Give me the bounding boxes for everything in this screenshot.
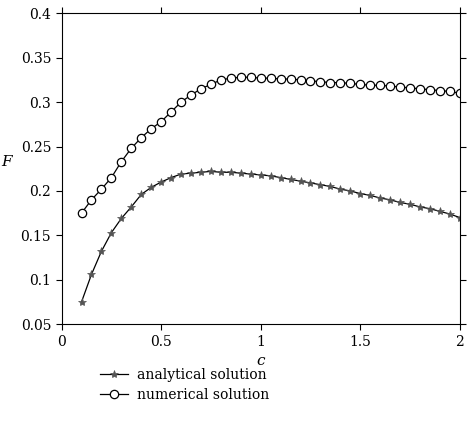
analytical solution: [128, 204, 134, 210]
numerical solution: [178, 99, 184, 105]
numerical solution: [118, 159, 124, 164]
numerical solution: [437, 88, 443, 93]
numerical solution: [168, 109, 174, 115]
numerical solution: [268, 75, 273, 81]
analytical solution: [367, 193, 373, 198]
numerical solution: [158, 119, 164, 124]
analytical solution: [288, 177, 293, 182]
numerical solution: [308, 78, 313, 83]
analytical solution: [328, 184, 333, 189]
numerical solution: [288, 76, 293, 82]
numerical solution: [128, 146, 134, 151]
analytical solution: [238, 170, 244, 176]
numerical solution: [298, 77, 303, 83]
numerical solution: [318, 79, 323, 84]
analytical solution: [178, 171, 184, 177]
numerical solution: [367, 83, 373, 88]
numerical solution: [258, 75, 264, 81]
analytical solution: [188, 170, 194, 176]
analytical solution: [278, 175, 283, 180]
numerical solution: [238, 75, 244, 80]
analytical solution: [228, 170, 234, 175]
analytical solution: [417, 204, 423, 210]
numerical solution: [248, 75, 254, 80]
analytical solution: [357, 191, 363, 196]
numerical solution: [457, 91, 463, 96]
numerical solution: [198, 86, 204, 91]
numerical solution: [397, 84, 403, 90]
analytical solution: [268, 173, 273, 178]
numerical solution: [228, 75, 234, 81]
analytical solution: [218, 170, 224, 175]
numerical solution: [89, 197, 94, 202]
numerical solution: [188, 92, 194, 98]
numerical solution: [407, 85, 413, 91]
numerical solution: [138, 135, 144, 140]
Y-axis label: F: F: [1, 155, 12, 169]
numerical solution: [328, 80, 333, 85]
numerical solution: [208, 82, 214, 87]
analytical solution: [298, 178, 303, 184]
X-axis label: c: c: [256, 354, 265, 368]
analytical solution: [89, 272, 94, 277]
analytical solution: [158, 179, 164, 185]
analytical solution: [109, 230, 114, 235]
analytical solution: [198, 170, 204, 175]
analytical solution: [447, 211, 453, 217]
analytical solution: [138, 192, 144, 197]
analytical solution: [168, 175, 174, 180]
numerical solution: [148, 126, 154, 131]
analytical solution: [427, 206, 433, 211]
numerical solution: [357, 82, 363, 87]
Legend: analytical solution, numerical solution: analytical solution, numerical solution: [100, 369, 269, 402]
analytical solution: [387, 197, 393, 202]
analytical solution: [407, 202, 413, 207]
numerical solution: [347, 81, 353, 86]
analytical solution: [99, 249, 104, 254]
numerical solution: [278, 76, 283, 82]
analytical solution: [318, 182, 323, 187]
numerical solution: [387, 83, 393, 89]
analytical solution: [248, 171, 254, 177]
numerical solution: [337, 80, 343, 85]
analytical solution: [79, 299, 84, 305]
numerical solution: [427, 87, 433, 92]
analytical solution: [308, 180, 313, 186]
analytical solution: [148, 185, 154, 190]
numerical solution: [99, 186, 104, 192]
analytical solution: [258, 172, 264, 178]
analytical solution: [377, 195, 383, 201]
analytical solution: [397, 200, 403, 205]
numerical solution: [109, 175, 114, 180]
Line: numerical solution: numerical solution: [77, 73, 464, 217]
numerical solution: [447, 89, 453, 94]
analytical solution: [347, 188, 353, 194]
numerical solution: [377, 83, 383, 88]
Line: analytical solution: analytical solution: [77, 167, 464, 306]
analytical solution: [437, 209, 443, 214]
numerical solution: [218, 77, 224, 83]
analytical solution: [118, 216, 124, 221]
numerical solution: [417, 86, 423, 91]
analytical solution: [457, 215, 463, 220]
analytical solution: [208, 169, 214, 174]
numerical solution: [79, 210, 84, 216]
analytical solution: [337, 186, 343, 192]
